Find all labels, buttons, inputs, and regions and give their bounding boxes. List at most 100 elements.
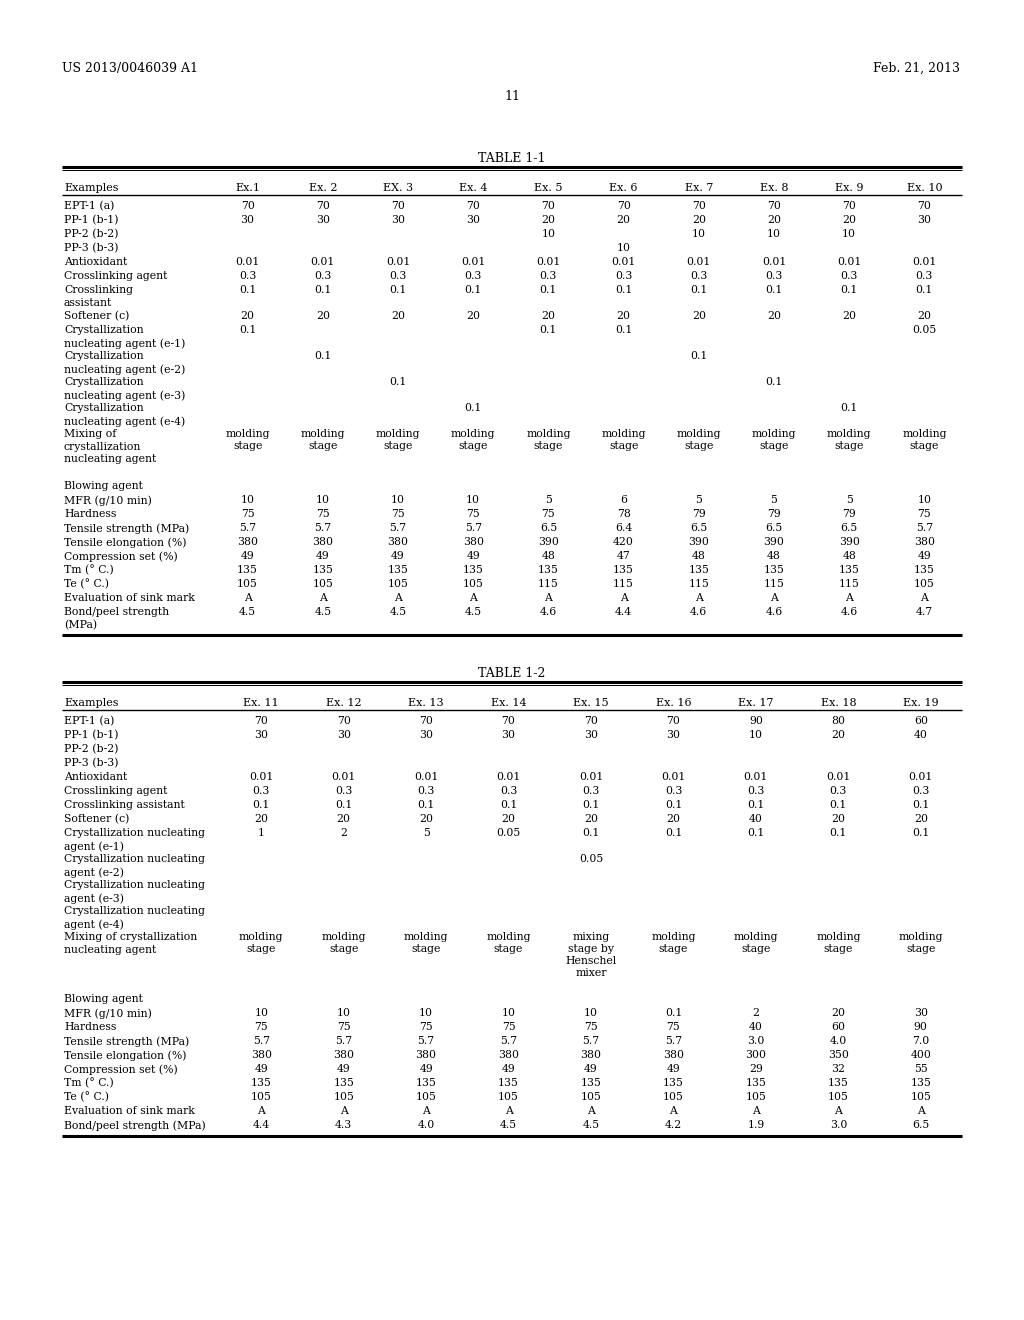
Text: (MPa): (MPa) — [63, 620, 97, 631]
Text: Ex. 8: Ex. 8 — [760, 183, 788, 193]
Text: molding: molding — [526, 429, 570, 440]
Text: Ex. 2: Ex. 2 — [308, 183, 337, 193]
Text: 0.1: 0.1 — [748, 800, 765, 810]
Text: 20: 20 — [667, 814, 680, 824]
Text: EPT-1 (a): EPT-1 (a) — [63, 715, 115, 726]
Text: Ex. 17: Ex. 17 — [738, 698, 774, 708]
Text: 5.7: 5.7 — [500, 1036, 517, 1045]
Text: Tensile strength (MPa): Tensile strength (MPa) — [63, 523, 189, 533]
Text: 0.1: 0.1 — [665, 828, 682, 838]
Text: 420: 420 — [613, 537, 634, 546]
Text: Softener (c): Softener (c) — [63, 814, 129, 824]
Text: 29: 29 — [749, 1064, 763, 1074]
Text: 70: 70 — [391, 201, 404, 211]
Text: 135: 135 — [914, 565, 935, 576]
Text: 380: 380 — [498, 1049, 519, 1060]
Text: 75: 75 — [918, 510, 931, 519]
Text: 4.6: 4.6 — [841, 607, 858, 616]
Text: stage: stage — [247, 944, 275, 954]
Text: Mixing of: Mixing of — [63, 429, 117, 440]
Text: 0.01: 0.01 — [386, 257, 411, 267]
Text: stage: stage — [494, 944, 523, 954]
Text: 20: 20 — [254, 814, 268, 824]
Text: 4.7: 4.7 — [915, 607, 933, 616]
Text: 30: 30 — [502, 730, 515, 741]
Text: 75: 75 — [667, 1022, 680, 1032]
Text: stage: stage — [308, 441, 338, 451]
Text: molding: molding — [733, 932, 778, 942]
Text: 0.3: 0.3 — [765, 271, 782, 281]
Text: 105: 105 — [312, 579, 333, 589]
Text: 6.4: 6.4 — [615, 523, 632, 533]
Text: 0.3: 0.3 — [239, 271, 256, 281]
Text: 135: 135 — [581, 1078, 601, 1088]
Text: molding: molding — [451, 429, 496, 440]
Text: 79: 79 — [843, 510, 856, 519]
Text: 20: 20 — [241, 312, 255, 321]
Text: 0.1: 0.1 — [389, 378, 407, 387]
Text: 60: 60 — [831, 1022, 846, 1032]
Text: 3.0: 3.0 — [829, 1119, 847, 1130]
Text: A: A — [244, 593, 252, 603]
Text: Ex. 16: Ex. 16 — [655, 698, 691, 708]
Text: A: A — [505, 1106, 512, 1115]
Text: 30: 30 — [391, 215, 406, 224]
Text: 4.2: 4.2 — [665, 1119, 682, 1130]
Text: PP-3 (b-3): PP-3 (b-3) — [63, 758, 119, 768]
Text: 6.5: 6.5 — [841, 523, 858, 533]
Text: 49: 49 — [316, 550, 330, 561]
Text: 70: 70 — [667, 715, 680, 726]
Text: 10: 10 — [502, 1008, 515, 1018]
Text: Crystallization: Crystallization — [63, 378, 143, 387]
Text: 135: 135 — [498, 1078, 519, 1088]
Text: nucleating agent (e-1): nucleating agent (e-1) — [63, 338, 185, 348]
Text: 70: 70 — [466, 201, 480, 211]
Text: 48: 48 — [692, 550, 706, 561]
Text: molding: molding — [677, 429, 721, 440]
Text: stage: stage — [459, 441, 487, 451]
Text: 380: 380 — [913, 537, 935, 546]
Text: Ex. 5: Ex. 5 — [535, 183, 562, 193]
Text: 49: 49 — [337, 1064, 350, 1074]
Text: molding: molding — [827, 429, 871, 440]
Text: 6.5: 6.5 — [690, 523, 708, 533]
Text: 10: 10 — [692, 228, 706, 239]
Text: 0.1: 0.1 — [912, 828, 930, 838]
Text: 5: 5 — [545, 495, 552, 506]
Text: 135: 135 — [251, 1078, 271, 1088]
Text: 135: 135 — [910, 1078, 931, 1088]
Text: TABLE 1-2: TABLE 1-2 — [478, 667, 546, 680]
Text: 10: 10 — [767, 228, 781, 239]
Text: Crystallization nucleating: Crystallization nucleating — [63, 906, 205, 916]
Text: 40: 40 — [913, 730, 928, 741]
Text: 10: 10 — [391, 495, 406, 506]
Text: Bond/peel strength: Bond/peel strength — [63, 607, 169, 616]
Text: 5.7: 5.7 — [665, 1036, 682, 1045]
Text: 40: 40 — [749, 814, 763, 824]
Text: 5.7: 5.7 — [418, 1036, 434, 1045]
Text: molding: molding — [752, 429, 797, 440]
Text: molding: molding — [376, 429, 420, 440]
Text: 135: 135 — [238, 565, 258, 576]
Text: 49: 49 — [667, 1064, 680, 1074]
Text: A: A — [770, 593, 778, 603]
Text: 0.1: 0.1 — [540, 325, 557, 335]
Text: 0.01: 0.01 — [332, 772, 356, 781]
Text: 4.5: 4.5 — [500, 1119, 517, 1130]
Text: A: A — [318, 593, 327, 603]
Text: assistant: assistant — [63, 298, 113, 308]
Text: 20: 20 — [842, 312, 856, 321]
Text: 4.5: 4.5 — [389, 607, 407, 616]
Text: 0.01: 0.01 — [743, 772, 768, 781]
Text: agent (e-3): agent (e-3) — [63, 894, 124, 904]
Text: Ex. 18: Ex. 18 — [820, 698, 856, 708]
Text: Hardness: Hardness — [63, 510, 117, 519]
Text: 0.3: 0.3 — [665, 785, 682, 796]
Text: Evaluation of sink mark: Evaluation of sink mark — [63, 593, 195, 603]
Text: molding: molding — [898, 932, 943, 942]
Text: molding: molding — [301, 429, 345, 440]
Text: 30: 30 — [241, 215, 255, 224]
Text: 135: 135 — [613, 565, 634, 576]
Text: 380: 380 — [416, 1049, 436, 1060]
Text: Crosslinking agent: Crosslinking agent — [63, 785, 167, 796]
